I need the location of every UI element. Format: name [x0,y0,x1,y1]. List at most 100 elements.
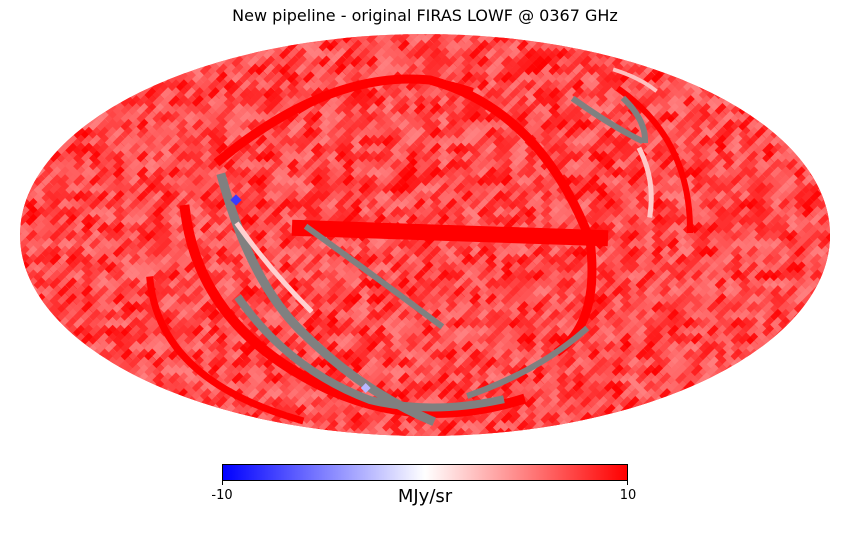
map-pixel [184,134,200,151]
map-pixel [231,55,248,72]
map-pixel [279,142,295,159]
map-pixel [152,126,168,143]
map-pixel [437,198,454,214]
map-pixel [516,142,533,159]
map-pixel [397,174,414,190]
map-pixel [389,142,406,159]
map-pixel [453,134,469,151]
map-pixel [366,126,382,143]
map-pixel [271,229,287,246]
map-pixel [287,174,303,190]
map-pixel [104,229,121,246]
map-pixel [57,190,73,206]
map-pixel [136,221,153,238]
map-pixel [358,142,374,159]
map-pixel [603,134,620,151]
map-pixel [492,198,509,214]
map-pixel [89,205,105,222]
map-pixel [184,182,200,198]
map-pixel [199,166,216,182]
map-pixel [722,213,739,230]
map-pixel [580,166,596,182]
map-pixel [199,79,216,95]
map-pixel [453,190,469,206]
map-pixel [231,150,248,167]
map-pixel [239,198,256,214]
map-pixel [421,150,438,167]
map-pixel [389,126,406,143]
map-pixel [152,221,168,238]
map-pixel [809,205,826,222]
map-pixel [778,174,794,190]
map-pixel [445,158,461,174]
map-pixel [580,419,596,436]
map-pixel [793,229,810,246]
map-pixel [801,213,818,230]
map-pixel [785,237,802,254]
map-pixel [492,174,509,190]
map-pixel [706,142,723,159]
map-pixel [263,150,279,167]
map-pixel [255,134,271,151]
map-pixel [746,198,762,214]
map-pixel [152,253,168,270]
map-pixel [477,182,493,198]
map-pixel [191,142,208,159]
map-pixel [532,427,549,436]
map-pixel [318,126,335,143]
map-pixel [104,198,121,214]
map-pixel [81,150,97,167]
map-pixel [49,166,65,182]
map-pixel [659,229,675,246]
map-pixel [619,237,636,254]
map-pixel [41,205,58,222]
map-pixel [429,150,446,167]
map-pixel [318,158,335,174]
map-pixel [524,213,541,230]
map-pixel [310,182,327,198]
map-pixel [263,142,279,159]
map-pixel [366,205,382,222]
map-pixel [294,166,311,182]
map-pixel [191,95,208,111]
map-pixel [730,126,747,143]
map-pixel [611,150,628,167]
map-pixel [714,253,731,270]
map-pixel [207,118,224,135]
map-pixel [492,126,509,143]
map-pixel [33,221,50,238]
map-pixel [572,142,588,159]
map-pixel [698,253,715,270]
map-pixel [809,213,826,230]
map-pixel [778,237,794,254]
map-pixel [287,182,303,198]
map-pixel [168,245,184,262]
map-pixel [659,150,675,167]
map-pixel [176,87,192,103]
map-pixel [215,126,232,143]
map-pixel [318,166,335,182]
map-pixel [421,166,438,182]
map-pixel [239,213,256,230]
map-pixel [128,245,145,262]
map-pixel [239,71,256,87]
map-pixel [754,221,770,238]
map-pixel [287,237,303,254]
map-pixel [168,110,184,127]
map-pixel [524,198,541,214]
map-pixel [730,158,747,174]
map-pixel [754,174,770,190]
map-pixel [96,166,113,182]
map-pixel [160,95,176,111]
map-pixel [104,110,121,127]
map-pixel [112,237,129,254]
map-pixel [342,150,358,167]
map-pixel [817,221,830,238]
map-pixel [389,205,406,222]
map-pixel [294,158,311,174]
map-pixel [485,166,501,182]
map-pixel [754,253,770,270]
map-pixel [271,221,287,238]
map-pixel [350,198,366,214]
map-pixel [263,237,279,254]
